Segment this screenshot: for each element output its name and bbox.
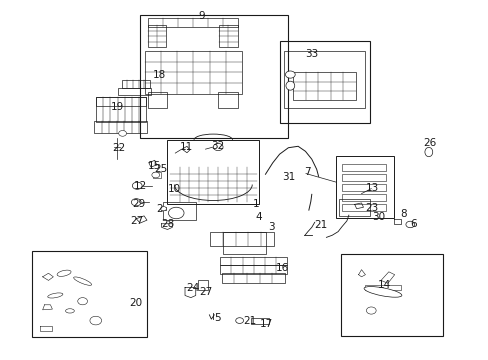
Circle shape xyxy=(213,143,223,150)
Text: 29: 29 xyxy=(132,199,145,210)
Circle shape xyxy=(90,316,102,325)
Text: 15: 15 xyxy=(148,161,161,171)
Bar xyxy=(94,121,147,133)
Text: 24: 24 xyxy=(185,283,199,293)
Ellipse shape xyxy=(57,270,71,276)
Bar xyxy=(293,72,355,100)
Ellipse shape xyxy=(48,293,63,298)
Text: 27: 27 xyxy=(199,287,212,297)
Text: 21: 21 xyxy=(243,316,256,325)
Bar xyxy=(167,140,259,204)
Bar xyxy=(148,25,166,47)
Text: 20: 20 xyxy=(129,298,142,308)
Bar xyxy=(144,51,242,94)
Text: 30: 30 xyxy=(371,212,385,222)
Text: 11: 11 xyxy=(180,142,193,152)
Text: 12: 12 xyxy=(133,181,146,191)
Bar xyxy=(222,232,266,254)
Bar xyxy=(341,204,385,211)
Text: 5: 5 xyxy=(213,313,220,323)
Bar xyxy=(148,18,237,27)
Text: 2: 2 xyxy=(156,204,162,215)
Text: 7: 7 xyxy=(304,167,310,177)
Bar xyxy=(198,280,207,291)
Circle shape xyxy=(131,199,141,206)
Bar xyxy=(220,257,287,265)
Bar xyxy=(118,88,151,95)
Ellipse shape xyxy=(364,287,401,297)
Text: 33: 33 xyxy=(305,49,318,59)
Text: 17: 17 xyxy=(260,319,273,329)
Circle shape xyxy=(152,172,159,178)
Bar xyxy=(341,164,385,171)
Bar xyxy=(221,273,285,283)
Circle shape xyxy=(285,71,295,78)
Text: 21: 21 xyxy=(314,220,327,230)
Circle shape xyxy=(405,221,414,228)
Text: 6: 6 xyxy=(409,219,416,229)
Circle shape xyxy=(168,207,183,219)
Text: 8: 8 xyxy=(400,209,407,219)
Text: 25: 25 xyxy=(154,164,167,174)
Circle shape xyxy=(132,182,142,189)
Bar xyxy=(96,97,146,106)
Bar xyxy=(153,172,160,178)
Ellipse shape xyxy=(65,309,74,313)
Bar xyxy=(341,174,385,181)
Bar xyxy=(279,41,369,123)
Bar xyxy=(32,251,147,337)
Text: 13: 13 xyxy=(365,183,378,193)
Bar xyxy=(122,80,150,88)
Ellipse shape xyxy=(424,147,432,157)
Text: 16: 16 xyxy=(276,262,289,273)
Bar xyxy=(218,93,237,108)
Circle shape xyxy=(235,318,243,323)
Text: 32: 32 xyxy=(211,140,224,150)
Circle shape xyxy=(119,131,126,136)
Text: 10: 10 xyxy=(167,184,180,194)
Text: 26: 26 xyxy=(423,138,436,148)
Bar xyxy=(96,97,146,122)
Bar xyxy=(210,231,273,246)
Text: 23: 23 xyxy=(365,203,378,213)
Circle shape xyxy=(366,307,375,314)
Text: 28: 28 xyxy=(161,219,175,229)
Bar xyxy=(220,265,287,274)
Bar xyxy=(340,253,443,336)
Text: 27: 27 xyxy=(130,216,143,226)
Text: 22: 22 xyxy=(112,143,125,153)
Bar xyxy=(140,15,288,138)
Circle shape xyxy=(78,298,87,305)
Text: 1: 1 xyxy=(253,199,259,210)
Bar xyxy=(219,25,237,47)
Text: 18: 18 xyxy=(153,69,166,80)
Ellipse shape xyxy=(74,277,91,285)
Text: 3: 3 xyxy=(267,222,274,231)
Bar xyxy=(341,194,385,201)
Bar xyxy=(284,51,364,108)
Bar xyxy=(250,318,269,324)
Text: 9: 9 xyxy=(198,12,205,22)
Text: 19: 19 xyxy=(111,102,124,112)
Bar xyxy=(365,285,400,291)
Bar xyxy=(341,184,385,191)
Text: 4: 4 xyxy=(255,212,261,221)
Ellipse shape xyxy=(285,81,294,90)
Bar xyxy=(338,199,369,216)
Text: 31: 31 xyxy=(282,172,295,182)
Bar xyxy=(162,202,195,220)
Bar xyxy=(148,93,167,108)
Circle shape xyxy=(160,207,166,211)
Text: 14: 14 xyxy=(377,280,390,291)
Bar xyxy=(335,156,393,218)
